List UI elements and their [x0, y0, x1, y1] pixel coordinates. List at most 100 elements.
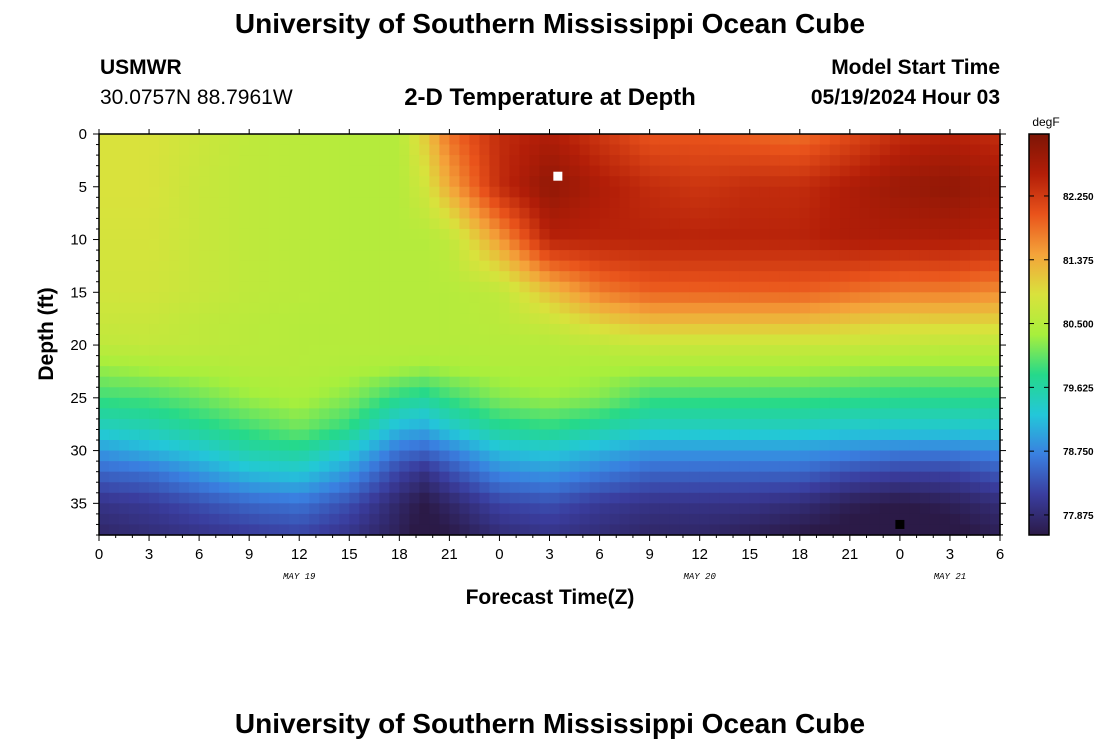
heatmap-cell: [849, 302, 861, 314]
heatmap-cell: [629, 376, 641, 388]
heatmap-cell: [679, 408, 691, 420]
heatmap-cell: [109, 482, 120, 494]
heatmap-cell: [169, 186, 180, 198]
heatmap-cell: [499, 281, 511, 293]
heatmap-cell: [699, 334, 711, 346]
heatmap-cell: [309, 271, 320, 283]
heatmap-cell: [539, 313, 551, 325]
heatmap-cell: [329, 228, 340, 241]
heatmap-cell: [659, 292, 671, 304]
heatmap-cell: [549, 186, 561, 198]
heatmap-cell: [289, 165, 300, 177]
heatmap-cell: [979, 387, 991, 399]
heatmap-cell: [569, 313, 581, 325]
heatmap-cell: [989, 197, 1001, 209]
heatmap-cell: [399, 334, 410, 346]
heatmap-cell: [239, 271, 250, 283]
heatmap-cell: [859, 482, 871, 494]
heatmap-cell: [879, 281, 891, 293]
heatmap-cell: [629, 176, 641, 188]
heatmap-cell: [269, 513, 280, 526]
heatmap-cell: [679, 355, 691, 367]
heatmap-cell: [469, 197, 481, 209]
heatmap-cell: [189, 450, 200, 462]
heatmap-cell: [699, 155, 711, 167]
heatmap-cell: [329, 397, 340, 409]
heatmap-cell: [449, 239, 460, 251]
heatmap-cell: [319, 387, 330, 399]
heatmap-cell: [109, 313, 120, 325]
heatmap-cell: [819, 218, 831, 230]
heatmap-cell: [909, 429, 921, 441]
heatmap-cell: [379, 250, 390, 262]
heatmap-cell: [349, 176, 360, 188]
heatmap-cell: [859, 281, 871, 293]
heatmap-cell: [99, 218, 110, 230]
heatmap-cell: [239, 144, 250, 156]
heatmap-cell: [309, 429, 320, 441]
heatmap-cell: [219, 239, 230, 251]
heatmap-cell: [629, 207, 641, 220]
colorbar-tick-label: 78.750: [1063, 447, 1094, 458]
heatmap-cell: [519, 376, 531, 388]
heatmap-cell: [409, 134, 420, 146]
heatmap-cell: [519, 155, 531, 167]
heatmap-cell: [429, 492, 440, 504]
heatmap-cell: [849, 218, 861, 230]
heatmap-cell: [719, 155, 731, 167]
heatmap-cell: [749, 176, 761, 188]
heatmap-cell: [389, 461, 400, 473]
heatmap-cell: [259, 218, 270, 230]
heatmap-cell: [429, 281, 440, 293]
heatmap-cell: [779, 313, 791, 325]
heatmap-cell: [929, 218, 941, 230]
heatmap-cell: [859, 207, 871, 220]
heatmap-cell: [169, 323, 180, 336]
heatmap-cell: [589, 482, 601, 494]
heatmap-cell: [359, 450, 370, 462]
heatmap-cell: [629, 292, 641, 304]
heatmap-cell: [509, 397, 521, 409]
heatmap-cell: [319, 334, 330, 346]
heatmap-cell: [759, 513, 771, 526]
heatmap-cell: [659, 281, 671, 293]
heatmap-cell: [449, 387, 460, 399]
heatmap-cell: [629, 450, 641, 462]
heatmap-cell: [929, 323, 941, 336]
heatmap-cell: [889, 271, 901, 283]
heatmap-cell: [739, 134, 751, 146]
heatmap-cell: [279, 482, 290, 494]
heatmap-cell: [329, 207, 340, 220]
heatmap-cell: [619, 366, 631, 378]
heatmap-cell: [839, 165, 851, 177]
heatmap-cell: [219, 524, 230, 536]
heatmap-cell: [249, 450, 260, 462]
heatmap-cell: [939, 176, 951, 188]
heatmap-cell: [199, 207, 210, 220]
heatmap-cell: [559, 197, 571, 209]
heatmap-cell: [819, 271, 831, 283]
heatmap-cell: [279, 471, 290, 483]
heatmap-cell: [219, 503, 230, 515]
heatmap-cell: [559, 418, 571, 431]
heatmap-cell: [699, 461, 711, 473]
heatmap-cell: [549, 292, 561, 304]
heatmap-cell: [609, 334, 621, 346]
heatmap-cell: [149, 492, 160, 504]
heatmap-cell: [439, 513, 450, 526]
heatmap-cell: [419, 271, 430, 283]
heatmap-cell: [579, 260, 591, 272]
heatmap-cell: [189, 492, 200, 504]
heatmap-cell: [149, 376, 160, 388]
heatmap-cell: [149, 450, 160, 462]
heatmap-cell: [819, 503, 831, 515]
heatmap-cell: [219, 334, 230, 346]
heatmap-cell: [759, 355, 771, 367]
heatmap-cell: [549, 461, 561, 473]
heatmap-cell: [269, 271, 280, 283]
heatmap-cell: [389, 260, 400, 272]
heatmap-cell: [619, 376, 631, 388]
heatmap-cell: [749, 218, 761, 230]
heatmap-cell: [939, 482, 951, 494]
heatmap-cell: [599, 144, 611, 156]
